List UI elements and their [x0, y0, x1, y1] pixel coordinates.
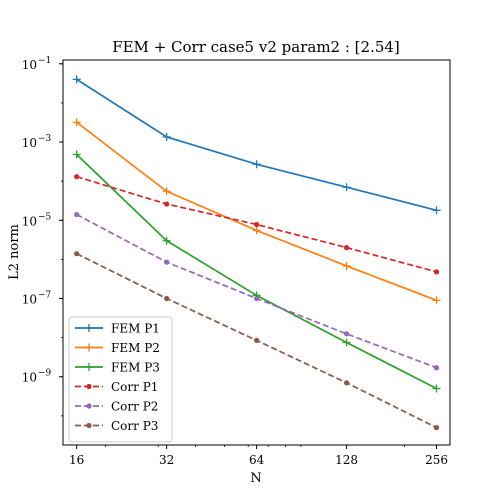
legend: FEM P1 FEM P2 FEM P3 Corr P1 Corr P2 Corr P3 [68, 316, 173, 443]
data-point-fem-p1 [342, 183, 351, 192]
data-point-fem-p3 [72, 150, 81, 159]
y-tick-label: 10 [22, 58, 37, 72]
legend-marker [86, 383, 92, 390]
x-tick-label: 32 [159, 453, 174, 467]
series-corr-p1 [74, 174, 440, 275]
data-point-corr-p3 [164, 295, 170, 302]
legend-label: Corr P1 [111, 380, 158, 394]
plot-area [72, 75, 441, 431]
legend-label: FEM P2 [111, 341, 160, 355]
data-point-corr-p1 [74, 174, 80, 180]
y-tick-exponent: −1 [38, 56, 51, 66]
y-axis-label: L2 norm [7, 224, 22, 280]
series-line-fem-p2 [76, 121, 437, 302]
legend-marker [85, 343, 93, 352]
data-point-corr-p2 [164, 259, 170, 265]
data-point-fem-p2 [72, 118, 81, 127]
y-tick-label: 10 [22, 214, 37, 228]
legend-item-corr-p2: Corr P2 [75, 400, 158, 414]
data-point-fem-p3 [432, 384, 441, 393]
data-point-corr-p3 [254, 337, 260, 343]
y-axis: 10−110−310−510−710−9 [22, 56, 63, 417]
series-fem-p1 [72, 75, 441, 215]
legend-marker [85, 324, 93, 332]
legend-item-fem-p3: FEM P3 [75, 361, 160, 375]
data-point-fem-p2 [162, 187, 171, 196]
data-point-fem-p3 [342, 338, 351, 347]
data-point-fem-p3 [162, 236, 171, 245]
legend-label: FEM P1 [111, 322, 160, 336]
legend-item-fem-p2: FEM P2 [75, 341, 160, 355]
data-point-fem-p1 [432, 206, 441, 215]
data-point-corr-p1 [164, 201, 170, 207]
data-point-fem-p1 [252, 160, 261, 169]
data-point-corr-p2 [433, 365, 440, 371]
legend-item-corr-p3: Corr P3 [75, 419, 158, 433]
legend-marker [86, 403, 92, 409]
y-tick-label: 10 [22, 136, 37, 150]
data-point-fem-p2 [252, 226, 261, 235]
data-point-corr-p3 [74, 251, 80, 257]
x-axis: 16 32 64 128 256 [69, 445, 448, 467]
data-point-corr-p1 [343, 245, 350, 251]
x-tick-label: 16 [69, 453, 84, 467]
data-point-corr-p2 [343, 331, 350, 337]
data-point-fem-p2 [342, 261, 351, 270]
legend-item-corr-p1: Corr P1 [75, 380, 158, 394]
y-tick-exponent: −3 [38, 134, 52, 144]
series-corr-p3 [74, 251, 440, 431]
x-axis-label: N [250, 471, 261, 486]
legend-item-fem-p1: FEM P1 [75, 322, 160, 336]
legend-label: Corr P3 [111, 419, 158, 433]
data-point-corr-p3 [433, 425, 440, 431]
data-point-fem-p1 [162, 132, 171, 141]
y-tick-label: 10 [22, 293, 37, 307]
y-tick-exponent: −9 [38, 369, 52, 379]
data-point-corr-p3 [343, 380, 350, 386]
y-tick-exponent: −5 [38, 212, 52, 222]
legend-marker [86, 422, 92, 429]
series-fem-p2 [72, 118, 441, 305]
y-tick-exponent: −7 [38, 291, 52, 301]
data-point-corr-p1 [254, 221, 260, 228]
legend-label: Corr P2 [111, 400, 158, 414]
data-point-corr-p1 [433, 269, 440, 275]
data-point-fem-p1 [72, 75, 81, 84]
data-point-corr-p2 [254, 295, 260, 302]
x-tick-label: 64 [249, 453, 265, 467]
data-point-fem-p2 [432, 296, 441, 305]
series-corr-p2 [74, 211, 440, 371]
y-tick-label: 10 [22, 371, 37, 385]
x-tick-label: 128 [335, 453, 358, 467]
legend-marker [85, 363, 93, 371]
x-tick-label: 256 [425, 453, 448, 467]
legend-label: FEM P3 [111, 361, 160, 375]
chart-title: FEM + Corr case5 v2 param2 : [2.54] [112, 38, 400, 56]
series-line-fem-p1 [76, 78, 437, 212]
series-line-corr-p1 [76, 175, 437, 273]
data-point-corr-p2 [74, 211, 80, 218]
